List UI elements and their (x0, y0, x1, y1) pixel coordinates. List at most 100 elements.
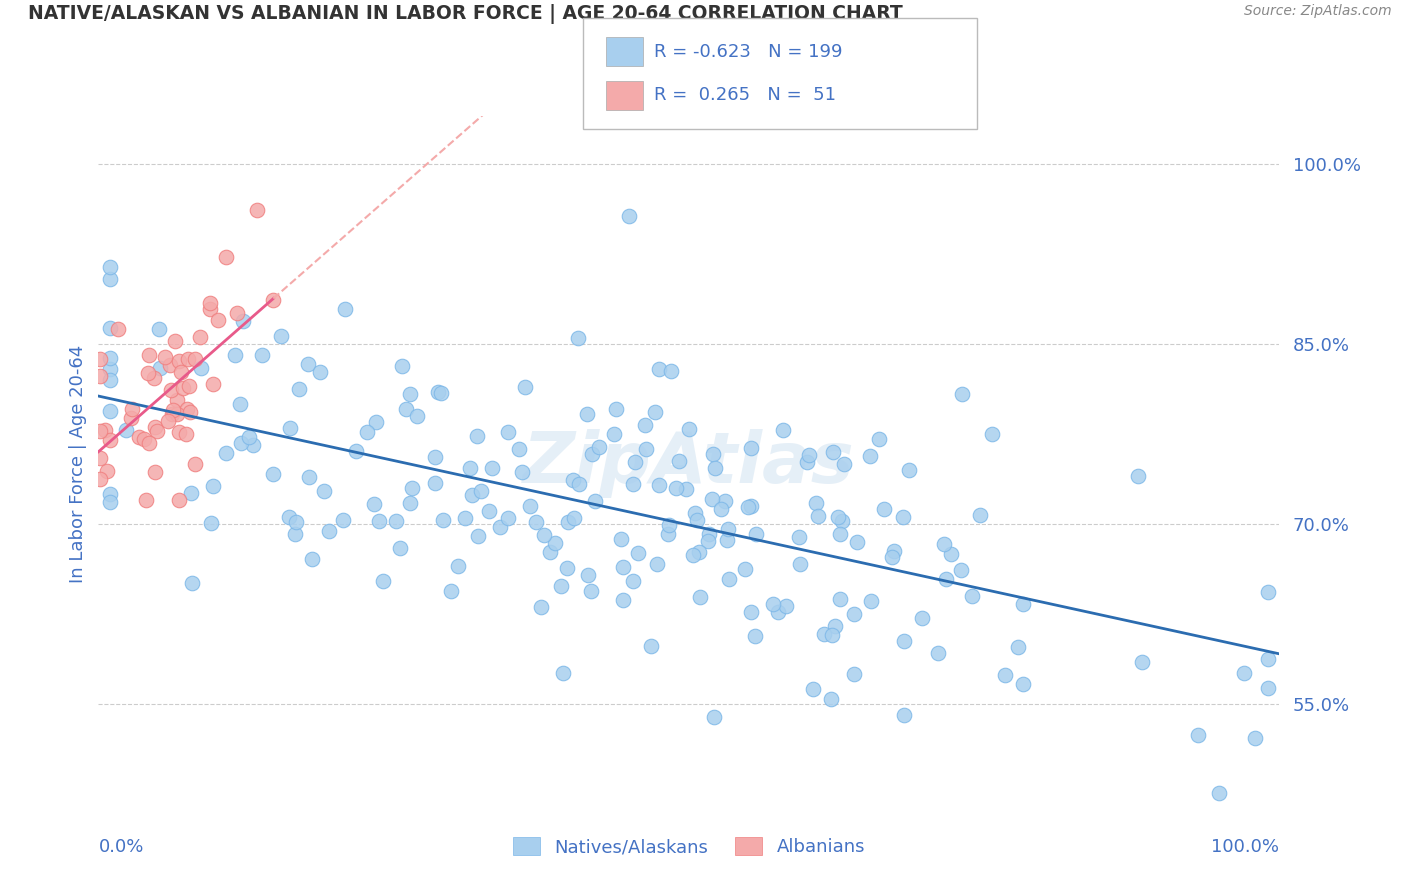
Point (166, 407, 188, 421)
Point (702, 492, 724, 507)
Point (454, 511, 477, 525)
Point (688, 545, 710, 559)
Point (98, 487, 121, 501)
Point (553, 666, 575, 681)
Point (229, 435, 252, 450)
Point (224, 348, 246, 362)
Point (949, 563, 972, 577)
Point (278, 509, 301, 524)
Point (200, 516, 222, 530)
Point (557, 516, 579, 530)
Point (1257, 652, 1279, 666)
Point (89, 472, 111, 486)
Point (714, 494, 737, 508)
Point (447, 558, 470, 573)
Legend: Natives/Alaskans, Albanians: Natives/Alaskans, Albanians (503, 828, 875, 865)
Point (284, 515, 307, 529)
Point (425, 476, 447, 491)
Text: R = -0.623   N = 199: R = -0.623 N = 199 (654, 43, 842, 61)
Point (89, 369, 111, 384)
Point (980, 426, 1002, 441)
Point (184, 458, 207, 472)
Point (1130, 655, 1153, 669)
Text: R =  0.265   N =  51: R = 0.265 N = 51 (654, 87, 835, 104)
Point (562, 511, 585, 525)
Point (550, 579, 572, 593)
Point (174, 426, 197, 441)
Point (143, 465, 166, 479)
Point (246, 203, 269, 218)
Point (488, 520, 510, 534)
Point (842, 607, 865, 622)
Point (665, 481, 688, 495)
Point (1243, 731, 1265, 746)
Point (740, 500, 762, 514)
Point (675, 483, 697, 497)
Point (172, 381, 194, 395)
Point (188, 330, 211, 344)
Point (603, 427, 626, 442)
Point (215, 250, 238, 264)
Point (576, 408, 599, 422)
Point (170, 366, 193, 380)
Point (994, 668, 1017, 682)
Point (98, 495, 121, 509)
Point (702, 447, 724, 461)
Point (744, 629, 766, 643)
Point (229, 397, 252, 411)
Point (513, 380, 536, 394)
Point (96, 464, 118, 478)
Point (312, 484, 335, 499)
Point (583, 494, 606, 508)
Point (696, 534, 718, 549)
Point (114, 423, 136, 437)
Point (883, 543, 905, 558)
Point (98, 404, 121, 418)
Point (658, 517, 681, 532)
Point (98, 260, 121, 274)
Point (1007, 640, 1029, 655)
Point (388, 541, 411, 555)
Point (827, 510, 849, 524)
Point (510, 465, 533, 479)
Point (842, 666, 865, 681)
Text: Source: ZipAtlas.com: Source: ZipAtlas.com (1244, 4, 1392, 19)
Point (682, 548, 704, 562)
Point (745, 527, 768, 541)
Point (467, 529, 489, 543)
Point (250, 348, 273, 362)
Point (623, 574, 645, 588)
Point (364, 415, 387, 429)
Point (734, 562, 756, 576)
Point (567, 330, 589, 344)
Point (544, 535, 567, 549)
Point (950, 386, 973, 401)
Point (145, 424, 167, 438)
Point (132, 432, 155, 446)
Point (538, 545, 561, 559)
Point (356, 425, 378, 440)
Point (797, 448, 820, 462)
Point (716, 533, 738, 547)
Point (830, 527, 852, 541)
Point (398, 496, 420, 510)
Point (508, 442, 530, 456)
Point (385, 514, 408, 528)
Point (98, 362, 121, 376)
Point (200, 296, 222, 310)
Text: NATIVE/ALASKAN VS ALBANIAN IN LABOR FORCE | AGE 20-64 CORRELATION CHART: NATIVE/ALASKAN VS ALBANIAN IN LABOR FORC… (28, 4, 903, 24)
Point (160, 384, 183, 398)
Point (659, 364, 682, 378)
Point (644, 405, 666, 419)
Point (394, 402, 416, 417)
Point (640, 639, 662, 653)
Point (796, 455, 818, 469)
Point (148, 322, 170, 336)
Point (190, 360, 212, 375)
Point (557, 560, 579, 574)
Point (524, 515, 547, 529)
Point (478, 503, 501, 517)
Point (627, 546, 650, 560)
Point (98, 434, 121, 448)
Point (297, 358, 319, 372)
